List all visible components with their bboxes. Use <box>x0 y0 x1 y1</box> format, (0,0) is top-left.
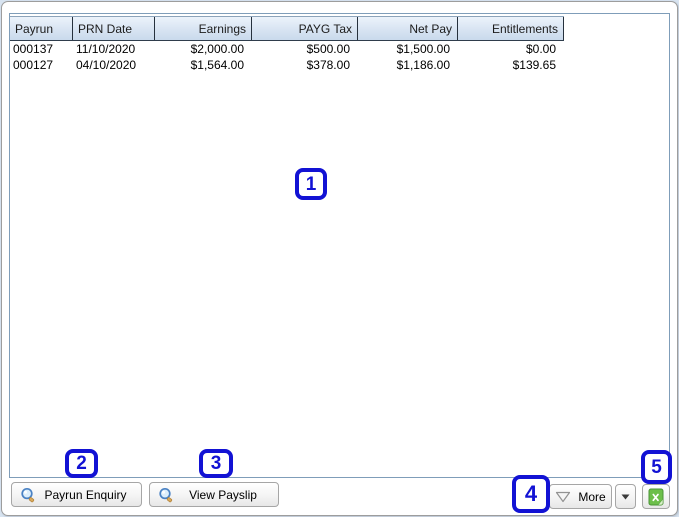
caret-down-icon <box>621 494 630 500</box>
more-label: More <box>578 489 606 504</box>
table-row[interactable]: 000127 04/10/2020 $1,564.00 $378.00 $1,1… <box>10 57 564 73</box>
view-payslip-label: View Payslip <box>189 487 257 502</box>
column-header-entitlements[interactable]: Entitlements <box>458 17 564 40</box>
column-header-payg-tax[interactable]: PAYG Tax <box>252 17 358 40</box>
table-header-row: Payrun PRN Date Earnings PAYG Tax Net Pa… <box>10 16 564 41</box>
annotation-badge-3: 3 <box>199 449 233 478</box>
export-excel-button[interactable] <box>642 484 670 509</box>
more-button[interactable]: More <box>549 484 612 509</box>
annotation-badge-1: 1 <box>295 168 327 200</box>
cell-net-pay: $1,500.00 <box>396 42 450 56</box>
cell-prn-date: 04/10/2020 <box>76 58 137 72</box>
more-dropdown-button[interactable] <box>615 484 636 509</box>
annotation-badge-4: 4 <box>512 475 550 513</box>
cell-payg-tax: $378.00 <box>306 58 350 72</box>
annotation-badge-5: 5 <box>641 450 672 484</box>
table-row[interactable]: 000137 11/10/2020 $2,000.00 $500.00 $1,5… <box>10 41 564 57</box>
column-header-prn-date[interactable]: PRN Date <box>73 17 155 40</box>
cell-entitlements: $0.00 <box>525 42 556 56</box>
column-header-earnings[interactable]: Earnings <box>155 17 252 40</box>
view-payslip-button[interactable]: View Payslip <box>149 482 279 507</box>
column-header-net-pay[interactable]: Net Pay <box>358 17 458 40</box>
cell-earnings: $1,564.00 <box>190 58 244 72</box>
cell-prn-date: 11/10/2020 <box>76 42 136 56</box>
annotation-badge-2: 2 <box>65 449 98 478</box>
payrun-enquiry-button[interactable]: Payrun Enquiry <box>11 482 142 507</box>
excel-icon <box>647 488 665 506</box>
filter-triangle-down-icon <box>555 491 571 503</box>
cell-entitlements: $139.65 <box>512 58 556 72</box>
cell-earnings: $2,000.00 <box>190 42 244 56</box>
table-rows-area: 000137 11/10/2020 $2,000.00 $500.00 $1,5… <box>10 41 669 73</box>
cell-net-pay: $1,186.00 <box>396 58 450 72</box>
cell-payrun: 000137 <box>13 42 54 56</box>
column-header-payrun[interactable]: Payrun <box>10 17 73 40</box>
cell-payg-tax: $500.00 <box>306 42 350 56</box>
payrun-enquiry-label: Payrun Enquiry <box>44 487 127 502</box>
cell-payrun: 000127 <box>13 58 54 72</box>
magnifier-icon <box>20 487 37 507</box>
payrun-table[interactable]: Payrun PRN Date Earnings PAYG Tax Net Pa… <box>9 13 670 478</box>
magnifier-icon <box>158 487 175 507</box>
